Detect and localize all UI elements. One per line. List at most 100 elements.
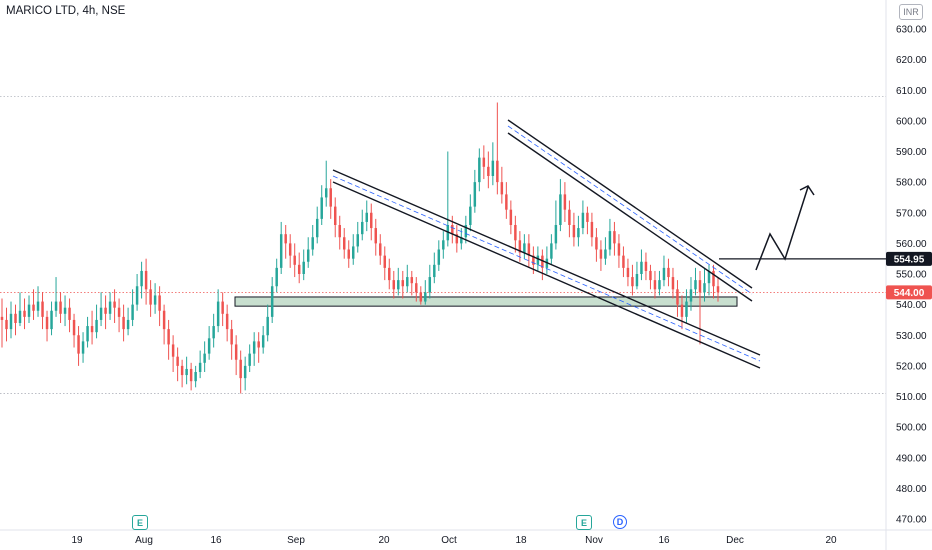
projection-path bbox=[755, 186, 809, 271]
price-tick-label: 520.00 bbox=[896, 361, 927, 372]
candle-body bbox=[77, 335, 80, 354]
candle-body bbox=[631, 277, 634, 287]
candle-body bbox=[252, 341, 256, 354]
price-tick-label: 530.00 bbox=[896, 331, 927, 342]
candle-body bbox=[356, 234, 359, 247]
candle-body bbox=[230, 329, 233, 345]
dividend-event-icon[interactable]: D bbox=[613, 515, 627, 529]
candle-body bbox=[518, 240, 522, 253]
candle-body bbox=[248, 353, 251, 366]
price-tick-label: 600.00 bbox=[896, 116, 927, 127]
candle-body bbox=[595, 237, 598, 250]
candle-body bbox=[473, 182, 477, 207]
time-axis[interactable]: 19 Aug 16 Sep 20 Oct 18 Nov 16 Dec 20 bbox=[71, 535, 837, 546]
candle-body bbox=[478, 157, 481, 183]
candle-body bbox=[482, 157, 486, 167]
price-tick-label: 580.00 bbox=[896, 178, 927, 189]
price-tick-label: 500.00 bbox=[896, 423, 927, 434]
candle-body bbox=[653, 280, 657, 290]
candle-body bbox=[180, 365, 184, 376]
candle-body bbox=[27, 304, 31, 317]
candle-body bbox=[45, 316, 49, 330]
candle-body bbox=[676, 289, 679, 305]
candle-body bbox=[194, 372, 197, 382]
candle-body bbox=[126, 319, 130, 330]
candle-body bbox=[131, 304, 134, 320]
candle-body bbox=[135, 286, 139, 305]
candle-body bbox=[388, 267, 391, 281]
candle-body bbox=[18, 310, 22, 323]
candle-body bbox=[108, 301, 112, 314]
price-axis[interactable]: 630.00 620.00 610.00 600.00 590.00 580.00 570.… bbox=[886, 25, 932, 526]
candle-body bbox=[644, 261, 648, 271]
candle-body bbox=[563, 194, 567, 210]
candle-body bbox=[225, 313, 229, 330]
candle-body bbox=[54, 301, 58, 311]
candle-body bbox=[541, 255, 544, 268]
earnings-event-icon[interactable]: E bbox=[132, 515, 148, 530]
lower-channel-mid-line bbox=[332, 175, 761, 362]
candle-body bbox=[586, 212, 589, 222]
candle-body bbox=[99, 307, 103, 320]
symbol-title[interactable]: MARICO LTD, 4h, NSE bbox=[6, 5, 126, 17]
candle-body bbox=[712, 270, 715, 287]
time-tick-label: Oct bbox=[441, 535, 457, 546]
candle-body bbox=[5, 319, 8, 330]
earnings-event-icon[interactable]: E bbox=[576, 515, 592, 530]
price-tick-label: 610.00 bbox=[896, 86, 927, 97]
candle-body bbox=[23, 310, 26, 317]
time-tick-label: 18 bbox=[515, 535, 527, 546]
candle-body bbox=[68, 307, 71, 320]
currency-unit-badge[interactable]: INR bbox=[899, 4, 923, 20]
candle-body bbox=[604, 249, 607, 259]
candle-body bbox=[460, 237, 463, 244]
candle-body bbox=[284, 234, 287, 244]
upper-channel-lower-line bbox=[507, 132, 753, 302]
time-tick-label: 20 bbox=[825, 535, 837, 546]
candle-body bbox=[370, 212, 373, 229]
candle-body bbox=[158, 295, 161, 311]
candle-body bbox=[288, 243, 292, 256]
candle-body bbox=[324, 188, 328, 198]
candle-body bbox=[185, 368, 188, 376]
candle-body bbox=[270, 286, 274, 317]
candle-body bbox=[401, 280, 405, 287]
candle-body bbox=[361, 221, 364, 235]
price-tick-label: 490.00 bbox=[896, 453, 927, 464]
candle-body bbox=[149, 289, 152, 305]
candle-body bbox=[221, 301, 224, 314]
time-tick-label: 20 bbox=[378, 535, 390, 546]
candle-body bbox=[239, 359, 242, 379]
candle-body bbox=[523, 243, 526, 253]
candle-body bbox=[527, 243, 531, 256]
candle-body bbox=[203, 353, 206, 363]
candle-body bbox=[622, 255, 625, 268]
last-price-tag bbox=[886, 285, 932, 300]
candle-body bbox=[590, 221, 594, 238]
candle-body bbox=[568, 209, 571, 225]
time-tick-label: Nov bbox=[585, 535, 603, 546]
price-tick-label: 570.00 bbox=[896, 208, 927, 219]
candle-body bbox=[685, 301, 688, 317]
candle-body bbox=[406, 277, 409, 287]
time-tick-label: Dec bbox=[726, 535, 744, 546]
drawings bbox=[332, 119, 886, 369]
candle-body bbox=[716, 286, 720, 293]
candle-body bbox=[410, 277, 414, 284]
candle-body bbox=[532, 255, 535, 265]
level-price-tag bbox=[886, 251, 932, 266]
time-tick-label: 19 bbox=[71, 535, 83, 546]
candle-body bbox=[428, 277, 432, 293]
price-tick-label: 630.00 bbox=[896, 25, 927, 36]
candle-body bbox=[333, 206, 337, 225]
candle-body bbox=[487, 166, 490, 176]
candle-body bbox=[189, 368, 193, 382]
candle-body bbox=[216, 301, 220, 327]
candle-body bbox=[536, 255, 540, 265]
candle-body bbox=[599, 249, 603, 259]
candle-body bbox=[338, 225, 341, 238]
lower-channel-lower-line bbox=[332, 181, 761, 369]
candle-body bbox=[302, 261, 305, 274]
